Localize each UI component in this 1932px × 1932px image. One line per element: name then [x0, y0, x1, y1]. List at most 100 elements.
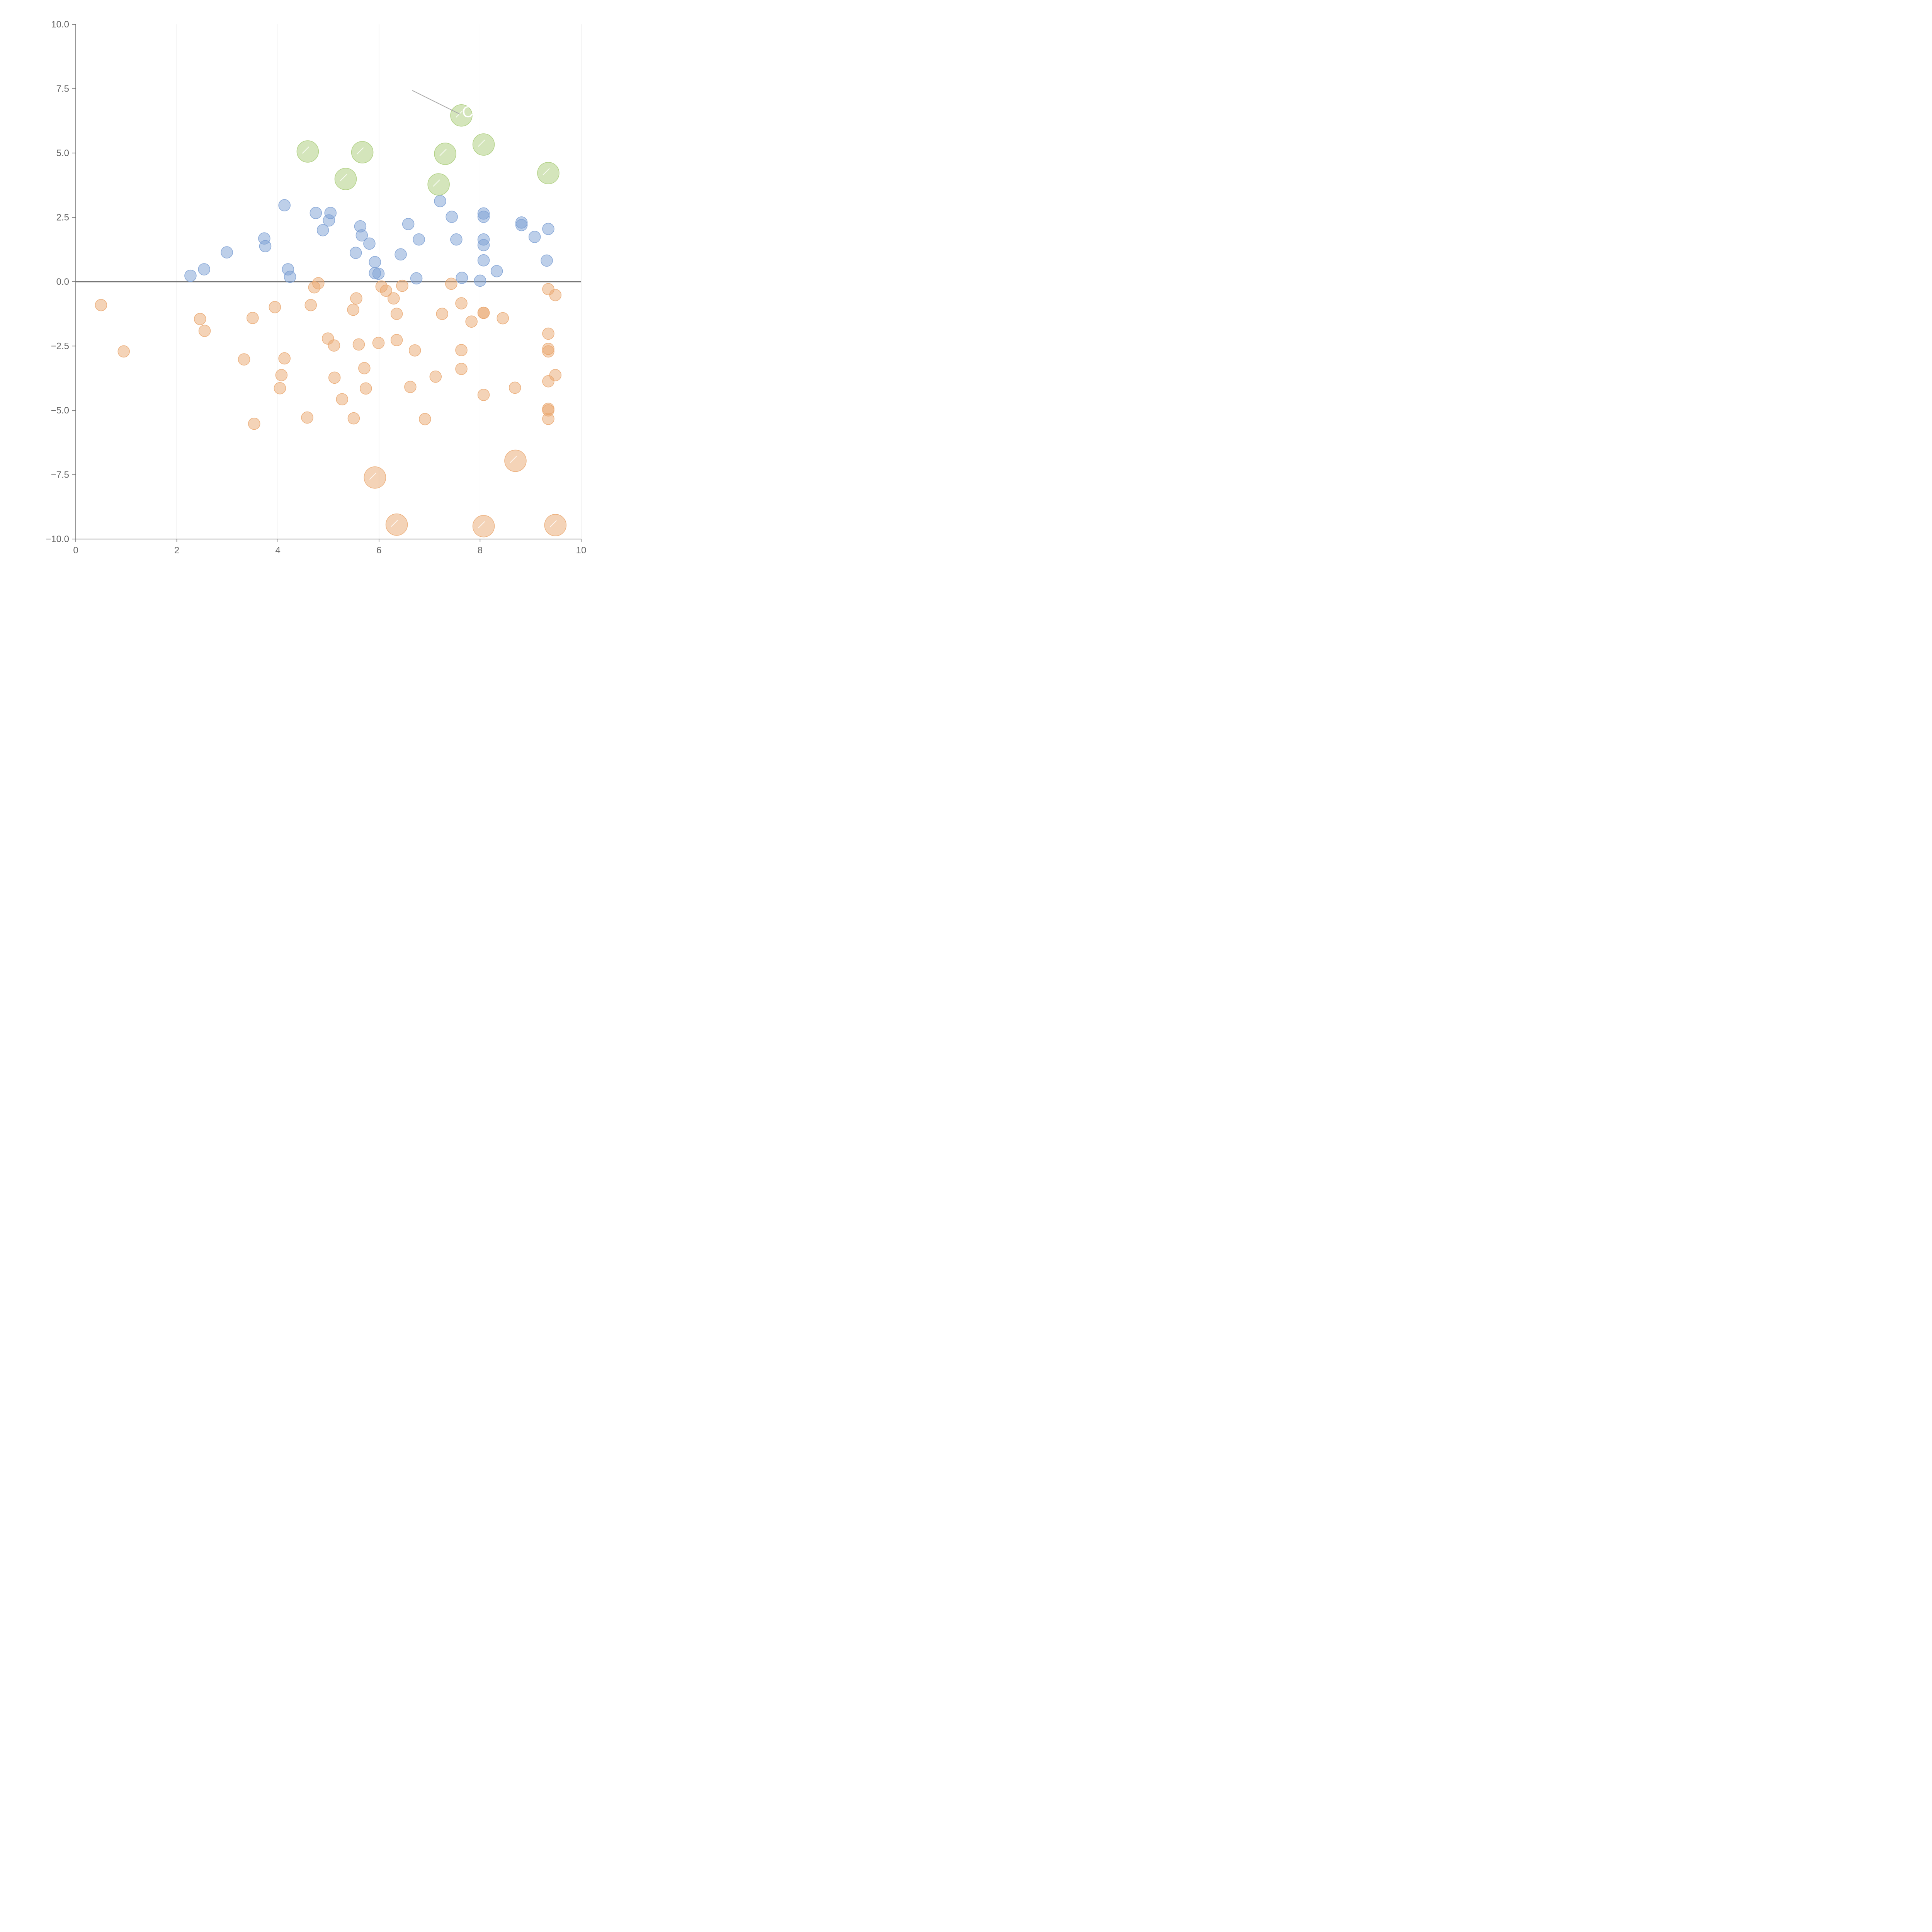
data-point-negative — [278, 352, 291, 365]
data-point-negative — [238, 353, 250, 366]
y-tick-label: 10.0 — [51, 19, 69, 30]
annotation: C — [412, 90, 473, 121]
highlight-point-highlight-negative — [544, 514, 567, 536]
data-point-positive — [541, 254, 553, 267]
data-point-negative — [404, 381, 417, 393]
data-point-negative — [275, 369, 288, 381]
data-point-negative — [509, 381, 521, 394]
highlight-point-marker — [433, 179, 440, 187]
data-point-negative — [497, 312, 509, 325]
data-point-negative — [352, 338, 365, 351]
highlight-point-highlight-positive — [296, 140, 319, 163]
data-point-positive — [477, 254, 490, 267]
highlight-point-highlight-negative — [364, 466, 386, 489]
data-point-negative — [247, 312, 259, 324]
data-point-positive — [450, 233, 463, 246]
data-point-positive — [456, 272, 468, 284]
data-point-negative — [274, 382, 286, 395]
x-tick-label: 2 — [174, 545, 179, 556]
data-point-negative — [328, 371, 341, 384]
data-point-negative — [419, 413, 431, 425]
highlight-point-highlight-positive — [450, 104, 473, 127]
x-tick-label: 6 — [376, 545, 381, 556]
data-point-negative — [347, 303, 359, 316]
data-point-negative — [455, 363, 468, 375]
highlight-point-highlight-positive — [537, 162, 560, 184]
data-point-negative — [455, 297, 468, 310]
data-point-negative — [542, 413, 554, 425]
data-point-negative — [477, 306, 490, 319]
highlight-point-highlight-negative — [385, 513, 408, 536]
y-tick-label: −2.5 — [51, 341, 69, 352]
data-point-negative — [360, 382, 372, 395]
highlight-point-highlight-positive — [334, 168, 357, 190]
x-tick-label: 10 — [576, 545, 587, 556]
data-point-positive — [542, 223, 554, 235]
data-point-positive — [259, 240, 272, 252]
data-point-negative — [198, 325, 211, 337]
y-tick-label: 7.5 — [56, 84, 69, 94]
data-point-positive — [198, 263, 210, 276]
data-point-negative — [396, 279, 408, 292]
y-tick-label: −10.0 — [46, 534, 69, 544]
highlight-point-marker — [391, 519, 398, 527]
highlight-point-marker — [510, 456, 517, 463]
y-tick-label: −5.0 — [51, 405, 69, 416]
data-point-positive — [324, 207, 337, 219]
highlight-point-highlight-positive — [427, 173, 450, 196]
data-point-negative — [465, 315, 478, 328]
data-point-positive — [446, 211, 458, 223]
data-point-positive — [490, 265, 503, 277]
data-point-negative — [542, 345, 554, 358]
data-point-positive — [310, 207, 322, 219]
data-point-positive — [395, 248, 407, 261]
data-point-positive — [410, 272, 423, 285]
data-point-negative — [390, 308, 403, 320]
data-point-positive — [372, 267, 385, 280]
highlight-point-marker — [356, 147, 364, 155]
data-point-negative — [445, 277, 457, 290]
highlight-point-highlight-positive — [351, 141, 374, 163]
data-point-negative — [347, 412, 360, 425]
x-tick-label: 4 — [276, 545, 281, 556]
data-point-positive — [349, 247, 362, 259]
data-point-positive — [434, 195, 446, 207]
highlight-point-marker — [439, 149, 447, 156]
y-tick-label: −7.5 — [51, 470, 69, 480]
data-point-positive — [474, 274, 486, 287]
data-point-positive — [477, 239, 490, 252]
data-point-positive — [363, 237, 376, 250]
data-point-negative — [350, 292, 362, 305]
data-point-negative — [95, 299, 107, 311]
data-point-negative — [380, 284, 392, 297]
y-tick-label: 0.0 — [56, 277, 69, 287]
highlight-point-marker — [302, 146, 310, 154]
data-point-positive — [221, 246, 233, 259]
highlight-point-highlight-negative — [504, 449, 527, 472]
x-tick-label: 8 — [478, 545, 483, 556]
data-point-negative — [549, 369, 562, 381]
data-point-positive — [528, 231, 541, 243]
annotation-leader-line — [412, 90, 461, 115]
highlight-point-marker — [369, 473, 377, 480]
data-point-positive — [284, 270, 296, 283]
data-point-negative — [436, 308, 449, 320]
data-point-negative — [117, 345, 130, 358]
data-point-negative — [387, 292, 400, 305]
data-points — [95, 104, 567, 537]
data-point-positive — [515, 219, 528, 231]
data-point-negative — [312, 277, 325, 289]
data-point-negative — [549, 289, 562, 301]
data-point-positive — [402, 218, 415, 230]
highlight-point-marker — [478, 139, 485, 147]
highlight-point-highlight-positive — [472, 133, 495, 156]
data-point-negative — [336, 393, 349, 406]
data-point-negative — [408, 344, 421, 357]
data-point-negative — [455, 344, 468, 356]
data-point-positive — [316, 224, 329, 236]
data-point-negative — [390, 334, 403, 346]
data-point-positive — [369, 256, 381, 269]
data-point-negative — [304, 299, 317, 311]
data-point-negative — [358, 362, 371, 374]
data-point-negative — [328, 339, 340, 352]
